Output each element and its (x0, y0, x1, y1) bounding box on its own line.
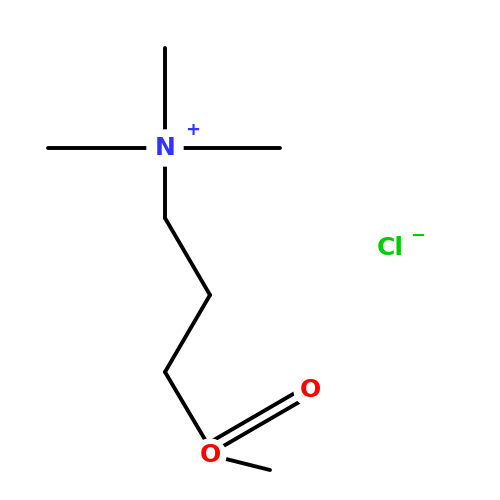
Circle shape (294, 374, 326, 406)
Circle shape (147, 130, 183, 166)
Text: N: N (154, 136, 176, 160)
Circle shape (194, 439, 226, 471)
Text: O: O (300, 378, 320, 402)
Text: +: + (186, 121, 200, 139)
Text: −: − (410, 227, 426, 245)
Text: Cl: Cl (376, 236, 404, 260)
Text: O: O (200, 443, 220, 467)
